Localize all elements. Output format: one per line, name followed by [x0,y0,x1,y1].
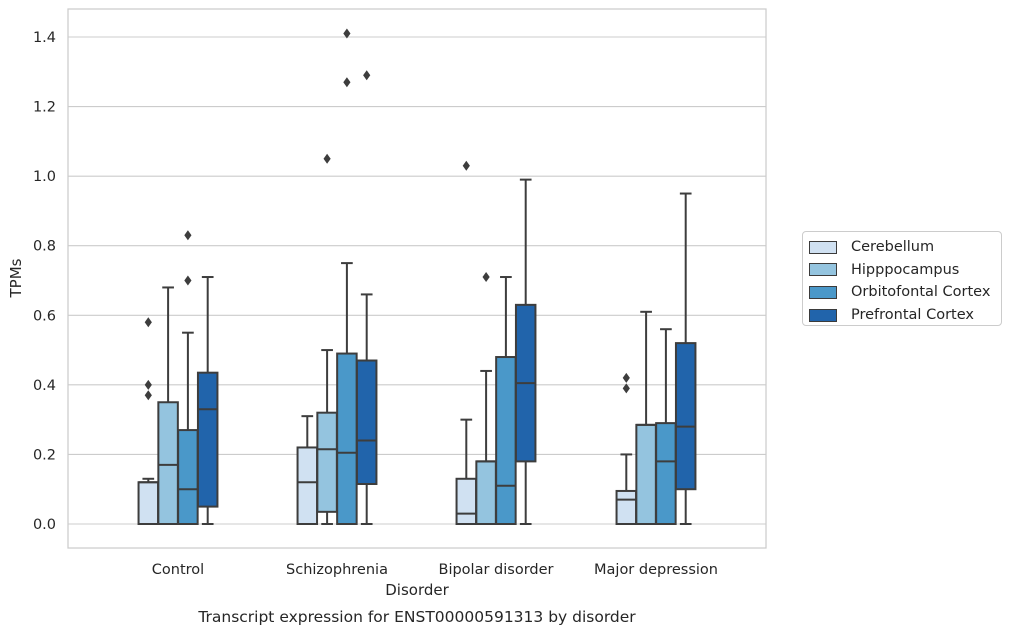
outlier-point [482,272,490,283]
outlier-point [144,317,152,328]
box-2-3 [514,178,537,525]
y-tick-label: 0.6 [33,308,56,324]
box-body [177,429,199,526]
y-tick-label: 1.0 [33,169,56,185]
y-tick-label: 1.2 [33,100,56,116]
box-body [316,411,338,513]
box-0-0 [137,317,160,525]
legend-swatch [809,285,837,299]
legend-swatch [809,263,837,277]
x-tick-label: Schizophrenia [286,562,388,578]
box-2-1 [475,272,497,525]
outlier-point [323,153,331,164]
x-tick-labels: Control Schizophrenia Bipolar disorder Majo… [152,562,718,578]
legend-swatch [809,240,837,254]
legend-label: Prefrontal Cortex [851,307,974,324]
box-3-3 [674,192,697,525]
box-body [475,460,497,525]
box-1-2 [336,28,358,525]
plot-frame [67,8,767,549]
box-1-1 [316,153,338,525]
box-body [615,489,638,526]
box-body [296,446,319,526]
outlier-point [343,28,351,39]
box-1-0 [296,415,319,526]
chart-title: Transcript expression for ENST0000059131… [197,608,636,626]
outlier-point [144,379,152,390]
box-body [674,342,697,491]
y-tick-label: 0.0 [33,517,56,533]
box-body [355,359,378,485]
legend-label: Hipppocampus [851,261,960,278]
box-body [495,356,517,525]
legend-swatch [809,308,837,322]
y-tick-labels: 0.0 0.2 0.4 0.6 0.8 1.0 1.2 1.4 [33,30,56,533]
x-tick-label: Control [152,562,204,578]
outlier-point [462,160,470,171]
legend-label: Cerebellum [851,239,935,256]
legend-label: Orbitofontal Cortex [851,284,991,301]
y-tick-label: 0.2 [33,447,56,463]
box-2-2 [495,276,517,525]
outlier-point [343,77,351,88]
box-3-1 [635,310,657,525]
legend-item: Hipppocampus [803,259,1001,282]
legend-item: Prefrontal Cortex [803,304,1001,327]
box-0-3 [196,276,219,525]
box-3-2 [655,328,677,525]
box-series [137,28,697,526]
x-axis-label: Disorder [385,581,449,599]
box-body [196,371,219,508]
box-body [336,352,358,525]
box-1-3 [355,70,378,525]
box-body [455,477,478,525]
box-body [635,423,657,525]
outlier-point [184,230,192,241]
x-tick-label: Bipolar disorder [439,562,554,578]
y-axis-label: TPMs [7,258,25,298]
y-tick-label: 1.4 [33,30,56,46]
legend: Cerebellum Hipppocampus Orbitofontal Corte… [802,231,1002,326]
outlier-point [622,372,630,383]
legend-item: Orbitofontal Cortex [803,281,1001,304]
legend-item: Cerebellum [803,236,1001,259]
box-3-0 [615,372,638,526]
y-tick-label: 0.4 [33,378,56,394]
box-0-2 [177,230,199,526]
outlier-point [622,383,630,394]
box-body [137,481,160,525]
outlier-point [363,70,371,81]
box-0-1 [157,286,179,525]
outlier-point [144,390,152,401]
box-body [157,401,179,525]
y-tick-label: 0.8 [33,239,56,255]
x-tick-label: Major depression [594,562,718,578]
box-2-0 [455,160,478,525]
outlier-point [184,275,192,286]
box-body [655,422,677,525]
